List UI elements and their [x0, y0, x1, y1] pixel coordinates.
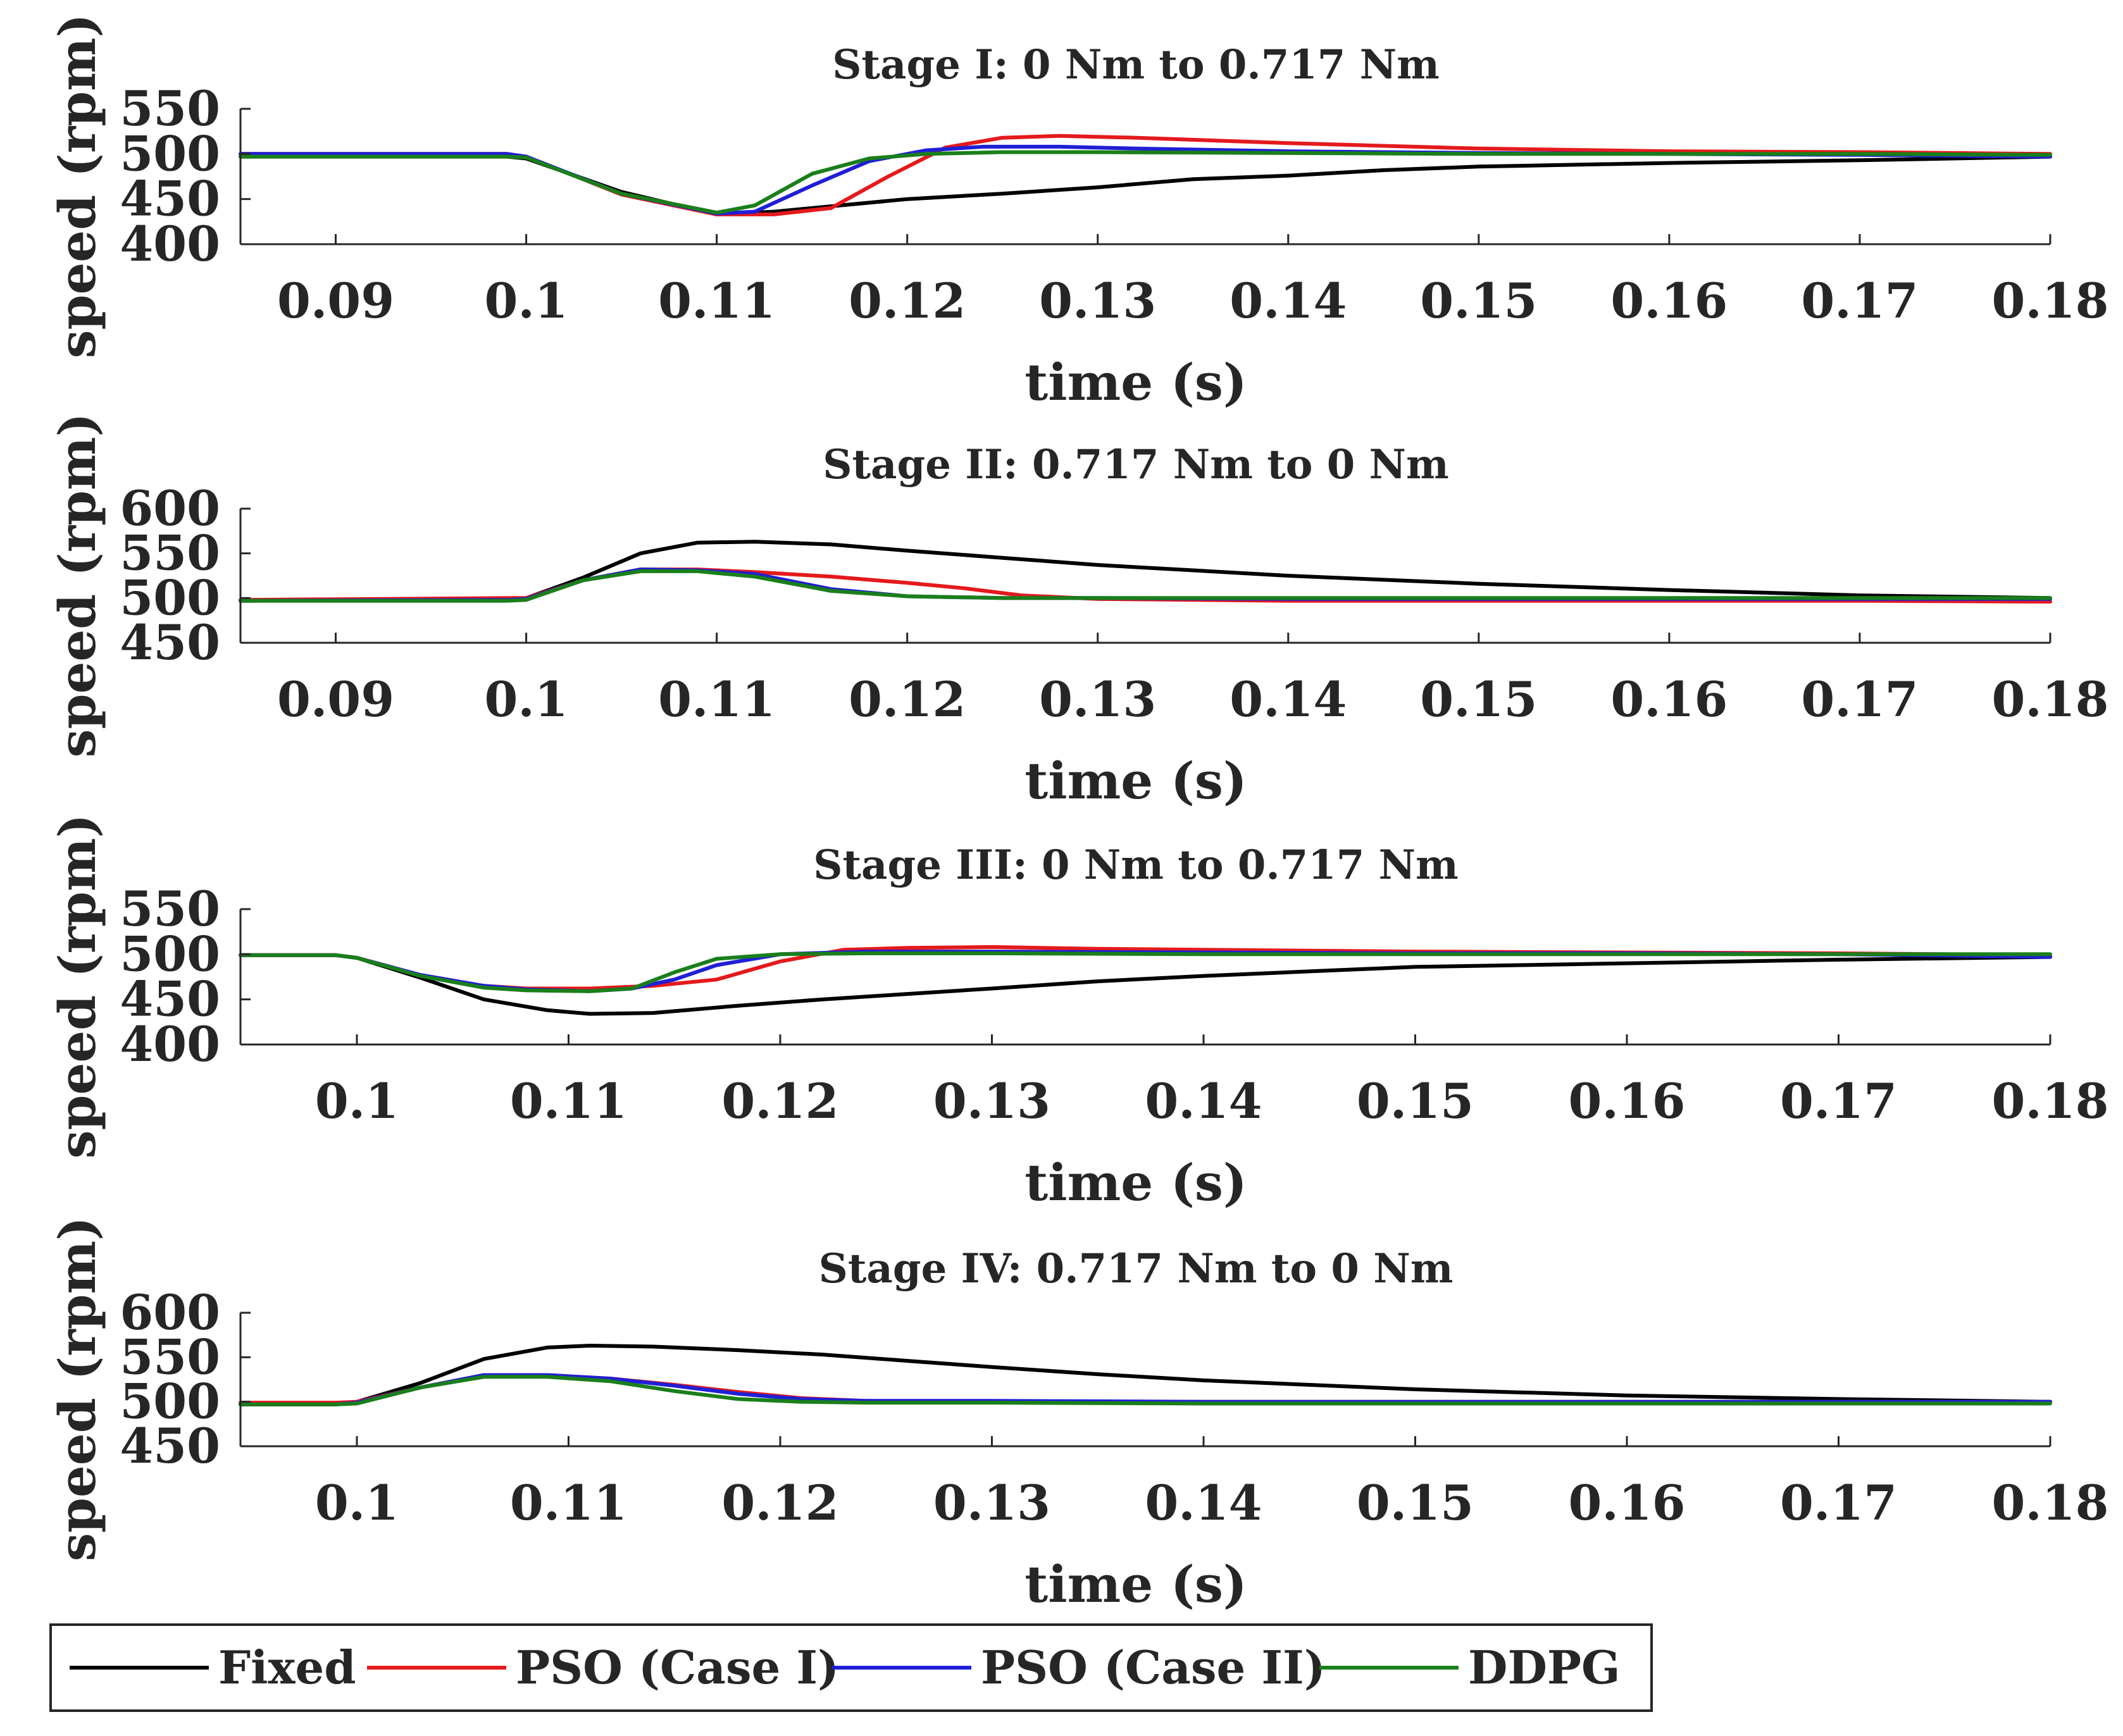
panel-title: Stage II: 0.717 Nm to 0 Nm: [823, 441, 1449, 488]
x-axis-label: time (s): [1024, 1554, 1247, 1614]
x-tick-label: 0.18: [1991, 1475, 2108, 1531]
x-axis-label: time (s): [1024, 352, 1247, 412]
x-tick-label: 0.15: [1420, 671, 1537, 728]
x-tick-label: 0.12: [849, 273, 966, 329]
x-tick-label: 0.13: [1039, 671, 1156, 728]
x-tick-label: 0.15: [1420, 273, 1537, 329]
y-axis-label: speed (rpm): [47, 14, 107, 359]
x-tick-label: 0.11: [510, 1073, 627, 1129]
legend-label-pso-case-i: PSO (Case I): [516, 1640, 839, 1694]
series-line-fixed: [239, 1344, 2052, 1406]
x-tick-label: 0.13: [933, 1073, 1050, 1129]
x-tick-label: 0.13: [933, 1475, 1050, 1531]
y-axis-label: speed (rpm): [47, 1217, 107, 1561]
legend-label-fixed: Fixed: [218, 1640, 356, 1694]
y-tick-label: 500: [120, 1373, 220, 1430]
x-tick-label: 0.18: [1991, 1073, 2108, 1129]
y-tick-label: 550: [120, 80, 220, 137]
x-tick-label: 0.16: [1568, 1475, 1685, 1531]
x-tick-label: 0.17: [1780, 1475, 1897, 1531]
y-axis-label: speed (rpm): [47, 814, 107, 1159]
x-tick-label: 0.12: [721, 1073, 838, 1129]
series-line-fixed: [239, 154, 2052, 216]
series-line-ddpg: [239, 1375, 2052, 1406]
x-tick-label: 0.14: [1145, 1475, 1262, 1531]
series-line-fixed: [239, 540, 2052, 603]
x-tick-label: 0.13: [1039, 273, 1156, 329]
panel-title: Stage IV: 0.717 Nm to 0 Nm: [819, 1245, 1454, 1293]
legend-label-pso-case-ii: PSO (Case II): [981, 1640, 1326, 1694]
y-tick-label: 450: [120, 971, 220, 1027]
y-tick-label: 600: [120, 1284, 220, 1341]
y-tick-label: 400: [120, 1016, 220, 1072]
x-tick-label: 0.11: [510, 1475, 627, 1531]
y-tick-label: 600: [120, 480, 220, 536]
x-tick-label: 0.16: [1568, 1073, 1685, 1129]
x-tick-label: 0.09: [277, 273, 394, 329]
x-axis-label: time (s): [1024, 1153, 1247, 1212]
legend-label-ddpg: DDPG: [1468, 1640, 1621, 1694]
x-tick-label: 0.09: [277, 671, 394, 728]
x-tick-label: 0.1: [484, 273, 568, 329]
y-tick-label: 450: [120, 1418, 220, 1474]
y-tick-label: 550: [120, 881, 220, 937]
panel-title: Stage III: 0 Nm to 0.717 Nm: [813, 841, 1458, 889]
x-tick-label: 0.12: [721, 1475, 838, 1531]
x-tick-label: 0.1: [315, 1073, 399, 1129]
x-tick-label: 0.17: [1801, 273, 1918, 329]
x-tick-label: 0.16: [1610, 671, 1728, 728]
x-tick-label: 0.16: [1610, 273, 1728, 329]
series-line-pso-case-ii: [239, 567, 2052, 603]
x-tick-label: 0.1: [315, 1475, 399, 1531]
legend: Fixed PSO (Case I) PSO (Case II) DDPG: [49, 1623, 1653, 1712]
y-tick-label: 550: [120, 525, 220, 581]
y-tick-label: 450: [120, 171, 220, 227]
x-axis-label: time (s): [1024, 751, 1247, 810]
series-line-ddpg: [239, 951, 2052, 993]
x-tick-label: 0.11: [658, 273, 775, 329]
x-tick-label: 0.14: [1230, 671, 1347, 728]
series-line-pso-case-ii: [239, 950, 2052, 993]
y-tick-label: 500: [120, 125, 220, 182]
x-tick-label: 0.14: [1145, 1073, 1262, 1129]
series-line-ddpg: [239, 569, 2052, 603]
y-axis-label: speed (rpm): [47, 413, 107, 758]
x-tick-label: 0.18: [1991, 671, 2108, 728]
x-tick-label: 0.17: [1801, 671, 1918, 728]
series-line-pso-case-ii: [239, 1373, 2052, 1406]
y-tick-label: 550: [120, 1329, 220, 1385]
series-line-ddpg: [239, 150, 2052, 215]
panel-title: Stage I: 0 Nm to 0.717 Nm: [832, 41, 1440, 89]
chart-panels: Stage I: 0 Nm to 0.717 Nm4004505005500.0…: [47, 14, 2109, 1615]
y-tick-label: 500: [120, 569, 220, 626]
x-tick-label: 0.18: [1991, 273, 2108, 329]
x-tick-label: 0.11: [658, 671, 775, 728]
y-tick-label: 400: [120, 216, 220, 272]
x-tick-label: 0.17: [1780, 1073, 1897, 1129]
x-tick-label: 0.15: [1357, 1073, 1474, 1129]
x-tick-label: 0.15: [1357, 1475, 1474, 1531]
x-tick-label: 0.1: [484, 671, 568, 728]
x-tick-label: 0.12: [849, 671, 966, 728]
y-tick-label: 450: [120, 614, 220, 671]
series-line-fixed: [239, 953, 2052, 1016]
y-tick-label: 500: [120, 926, 220, 982]
x-tick-label: 0.14: [1230, 273, 1347, 329]
